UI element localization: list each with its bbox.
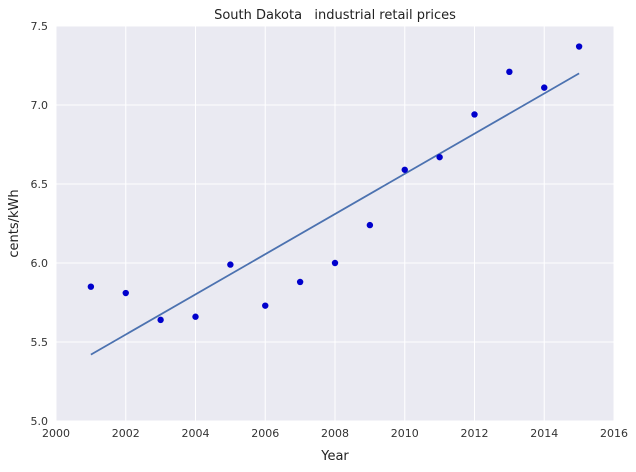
x-tick-label: 2012 [461, 427, 489, 440]
data-point [227, 261, 234, 268]
y-tick-label: 5.5 [31, 336, 49, 349]
data-point [575, 43, 583, 50]
y-tick-label: 5.0 [31, 415, 49, 428]
y-tick-labels: 5.0 5.5 6.0 6.5 7.0 7.5 [31, 20, 49, 428]
data-point [296, 278, 304, 286]
x-tick-label: 2002 [112, 427, 140, 440]
data-point [87, 283, 95, 290]
y-tick-label: 7.5 [31, 20, 49, 33]
y-tick-label: 6.0 [31, 257, 49, 270]
data-point [262, 302, 269, 309]
x-tick-labels: 2000 2002 2004 2006 2008 2010 2012 2014 2016 [42, 427, 628, 440]
chart-title: South Dakota industrial retail prices [214, 8, 456, 23]
data-point [541, 84, 548, 91]
y-tick-label: 6.5 [31, 178, 49, 191]
x-tick-label: 2008 [321, 427, 349, 440]
x-tick-label: 2014 [530, 427, 558, 440]
trend-line [90, 72, 580, 356]
x-tick-label: 2016 [600, 427, 628, 440]
x-tick-label: 2006 [251, 427, 279, 440]
data-point [401, 166, 408, 173]
x-axis-label: Year [320, 449, 349, 464]
data-point [366, 221, 374, 229]
data-point [331, 259, 339, 267]
x-tick-label: 2000 [42, 427, 70, 440]
series-layer [87, 43, 583, 356]
y-tick-label: 7.0 [31, 99, 49, 112]
data-point [471, 111, 478, 118]
data-point [436, 153, 443, 161]
data-point [122, 289, 129, 297]
data-point [192, 313, 199, 320]
x-tick-label: 2004 [182, 427, 210, 440]
data-point [157, 316, 164, 324]
y-axis-label: cents/kWh [7, 189, 22, 257]
data-point [506, 68, 513, 76]
x-tick-label: 2010 [391, 427, 419, 440]
grid [55, 25, 615, 422]
